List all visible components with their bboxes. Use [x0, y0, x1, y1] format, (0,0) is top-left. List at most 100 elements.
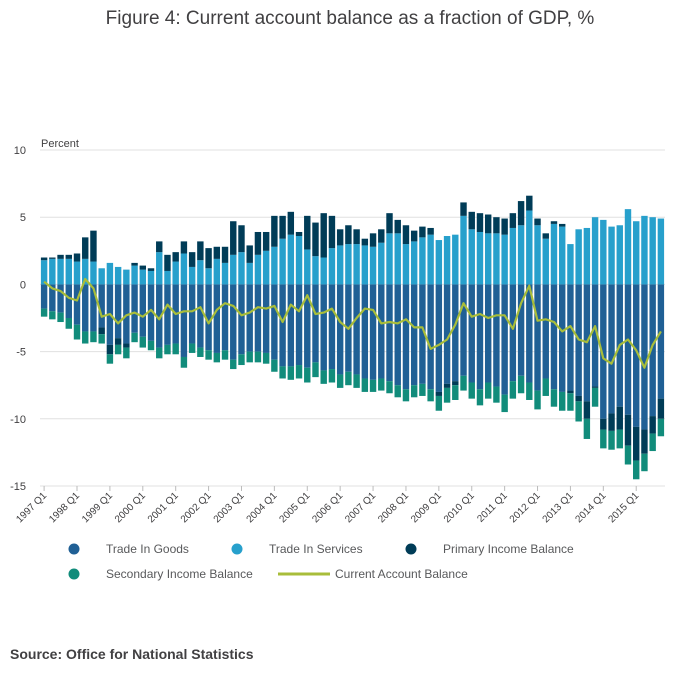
bar-primary-income-balance: [312, 222, 319, 257]
bar-trade-in-services: [40, 260, 48, 285]
bar-secondary-income-balance: [402, 389, 410, 402]
bar-trade-in-services: [205, 268, 212, 285]
bar-trade-in-goods: [312, 284, 319, 363]
x-tick-label: 2002 Q1: [179, 490, 214, 525]
bar-secondary-income-balance: [567, 393, 574, 411]
bar-secondary-income-balance: [542, 378, 549, 396]
bar-primary-income-balance: [246, 245, 253, 263]
bar-primary-income-balance: [57, 254, 64, 259]
bar-secondary-income-balance: [361, 378, 369, 392]
bar-trade-in-services: [345, 244, 352, 285]
bar-secondary-income-balance: [254, 351, 262, 363]
bar-trade-in-services: [90, 261, 97, 285]
x-tick-label: 2012 Q1: [508, 490, 543, 525]
bar-secondary-income-balance: [205, 350, 212, 360]
bar-trade-in-goods: [262, 284, 270, 353]
bar-trade-in-goods: [131, 284, 138, 333]
bar-trade-in-services: [246, 262, 253, 285]
bar-primary-income-balance: [106, 344, 114, 355]
bar-secondary-income-balance: [246, 351, 253, 363]
bar-trade-in-goods: [394, 284, 401, 386]
x-tick-label: 2008 Q1: [376, 490, 411, 525]
x-tick-label: 2004 Q1: [245, 490, 280, 525]
bar-trade-in-goods: [147, 284, 155, 341]
x-tick-label: 2005 Q1: [277, 490, 312, 525]
bar-trade-in-goods: [336, 284, 344, 375]
bar-primary-income-balance: [304, 215, 311, 250]
bar-secondary-income-balance: [131, 332, 138, 343]
bar-primary-income-balance: [410, 230, 418, 242]
bar-trade-in-services: [238, 252, 245, 285]
bar-trade-in-services: [649, 217, 656, 285]
bar-primary-income-balance: [575, 395, 582, 402]
bar-secondary-income-balance: [49, 311, 56, 320]
bar-primary-income-balance: [328, 215, 336, 249]
x-tick-label: 2013 Q1: [541, 490, 576, 525]
legend-swatch: [405, 543, 417, 555]
x-tick-label: 2003 Q1: [212, 490, 247, 525]
bar-trade-in-goods: [402, 284, 410, 390]
bar-trade-in-services: [114, 266, 122, 285]
bar-secondary-income-balance: [435, 395, 443, 411]
bar-primary-income-balance: [657, 398, 665, 419]
x-tick-label: 2010 Q1: [442, 490, 477, 525]
bar-trade-in-goods: [657, 284, 665, 399]
bar-secondary-income-balance: [147, 340, 155, 351]
bar-primary-income-balance: [583, 401, 591, 419]
x-tick-label: 1997 Q1: [14, 490, 49, 525]
bar-primary-income-balance: [460, 202, 467, 216]
bar-secondary-income-balance: [484, 382, 492, 399]
bar-primary-income-balance: [452, 381, 459, 386]
bar-primary-income-balance: [279, 215, 286, 239]
bar-trade-in-goods: [188, 284, 196, 344]
bar-primary-income-balance: [624, 414, 632, 446]
bar-trade-in-services: [65, 258, 72, 285]
bar-secondary-income-balance: [287, 366, 295, 380]
bar-secondary-income-balance: [90, 331, 97, 343]
bar-secondary-income-balance: [410, 385, 418, 398]
bar-secondary-income-balance: [501, 394, 508, 413]
bar-trade-in-services: [501, 234, 508, 285]
bar-primary-income-balance: [188, 252, 196, 267]
bar-trade-in-services: [575, 229, 582, 285]
bar-trade-in-services: [304, 249, 311, 285]
bar-trade-in-services: [180, 253, 188, 285]
bar-primary-income-balance: [65, 254, 72, 259]
bar-primary-income-balance: [139, 265, 147, 270]
bar-secondary-income-balance: [65, 318, 72, 329]
bar-trade-in-goods: [517, 284, 525, 376]
bar-secondary-income-balance: [262, 352, 270, 364]
bar-secondary-income-balance: [641, 453, 648, 472]
bar-trade-in-services: [279, 238, 286, 285]
bar-primary-income-balance: [493, 217, 500, 234]
legend: Trade In Goods Trade In Services Primary I…: [68, 542, 574, 581]
bar-trade-in-services: [608, 226, 615, 285]
bar-primary-income-balance: [419, 226, 426, 238]
bar-trade-in-goods: [460, 284, 467, 376]
bar-primary-income-balance: [443, 383, 451, 388]
bar-secondary-income-balance: [600, 429, 607, 449]
bar-trade-in-services: [509, 227, 517, 285]
bar-trade-in-services: [353, 244, 360, 285]
bar-primary-income-balance: [509, 213, 517, 228]
bar-primary-income-balance: [550, 221, 558, 224]
bar-trade-in-services: [410, 241, 418, 285]
bar-secondary-income-balance: [40, 308, 48, 317]
bar-secondary-income-balance: [419, 383, 426, 396]
bar-trade-in-services: [197, 260, 204, 285]
bar-trade-in-goods: [114, 284, 122, 339]
bar-secondary-income-balance: [188, 343, 196, 353]
bar-secondary-income-balance: [583, 418, 591, 439]
x-tick-label: 2000 Q1: [113, 490, 148, 525]
bar-primary-income-balance: [558, 223, 566, 227]
bar-trade-in-goods: [476, 284, 484, 390]
bar-secondary-income-balance: [526, 382, 533, 400]
bar-trade-in-goods: [90, 284, 97, 332]
bar-trade-in-goods: [205, 284, 212, 351]
bar-trade-in-goods: [180, 284, 188, 357]
bar-primary-income-balance: [336, 229, 344, 246]
bar-primary-income-balance: [131, 262, 138, 266]
bar-secondary-income-balance: [534, 390, 541, 410]
bar-primary-income-balance: [468, 211, 475, 230]
bar-trade-in-goods: [213, 284, 221, 353]
